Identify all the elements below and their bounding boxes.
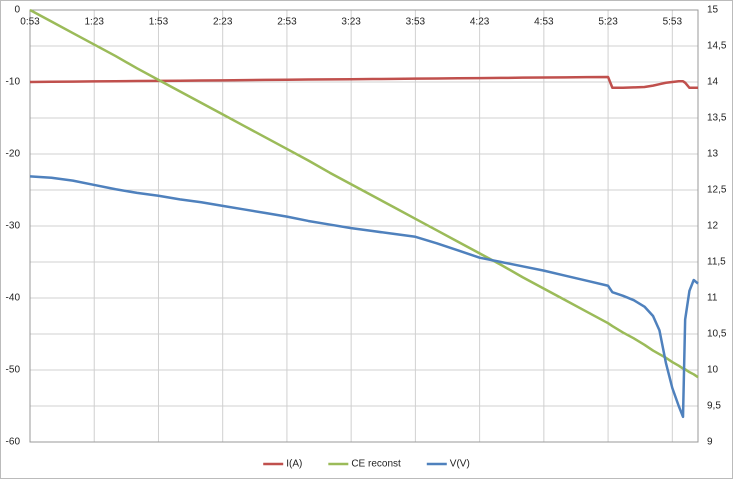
y2-tick-label: 10 — [707, 365, 719, 376]
y2-tick-label: 14 — [707, 77, 719, 88]
x-tick-label: 0:53 — [20, 17, 40, 28]
legend-item: V(V) — [426, 459, 470, 470]
x-tick-label: 1:23 — [84, 17, 104, 28]
x-tick-label: 5:53 — [663, 17, 683, 28]
x-tick-label: 2:53 — [277, 17, 297, 28]
y2-tick-label: 9 — [707, 437, 713, 448]
x-tick-label: 1:53 — [149, 17, 169, 28]
legend-label: I(A) — [286, 459, 302, 470]
y2-tick-label: 10,5 — [707, 329, 727, 340]
legend-item: I(A) — [263, 459, 302, 470]
y2-tick-label: 14,5 — [707, 41, 727, 52]
y2-tick-label: 12,5 — [707, 185, 727, 196]
x-tick-label: 5:23 — [598, 17, 618, 28]
series-line — [29, 8, 699, 379]
x-tick-label: 4:53 — [534, 17, 554, 28]
y2-tick-label: 13,5 — [707, 113, 727, 124]
y-tick-label: -20 — [6, 149, 21, 160]
y2-tick-label: 9,5 — [707, 401, 721, 412]
y-tick-label: -10 — [6, 77, 21, 88]
y-tick-label: 0 — [14, 5, 20, 16]
x-tick-label: 2:23 — [213, 17, 233, 28]
legend-label: CE reconst — [351, 459, 401, 470]
y2-tick-label: 15 — [707, 5, 719, 16]
x-tick-label: 3:23 — [341, 17, 361, 28]
y2-tick-label: 11 — [707, 293, 718, 304]
y-tick-label: -50 — [6, 365, 21, 376]
x-tick-label: 4:23 — [470, 17, 490, 28]
y-tick-label: -30 — [6, 221, 21, 232]
y2-tick-label: 12 — [707, 221, 719, 232]
series-line — [29, 75, 698, 90]
legend-item: CE reconst — [328, 459, 401, 470]
legend-label: V(V) — [450, 459, 470, 470]
y-tick-label: -40 — [6, 293, 21, 304]
y-tick-label: -60 — [6, 437, 21, 448]
y2-tick-label: 11,5 — [707, 257, 726, 268]
plot-border — [29, 9, 699, 443]
labels: 9 9,5 10 10,5 11 11,5 12 12,5 13 13,5 14 14,5 15 0 -10… — [6, 5, 727, 470]
y2-tick-label: 13 — [707, 149, 719, 160]
series-line — [29, 175, 699, 419]
x-tick-label: 3:53 — [406, 17, 426, 28]
plot — [29, 8, 699, 419]
